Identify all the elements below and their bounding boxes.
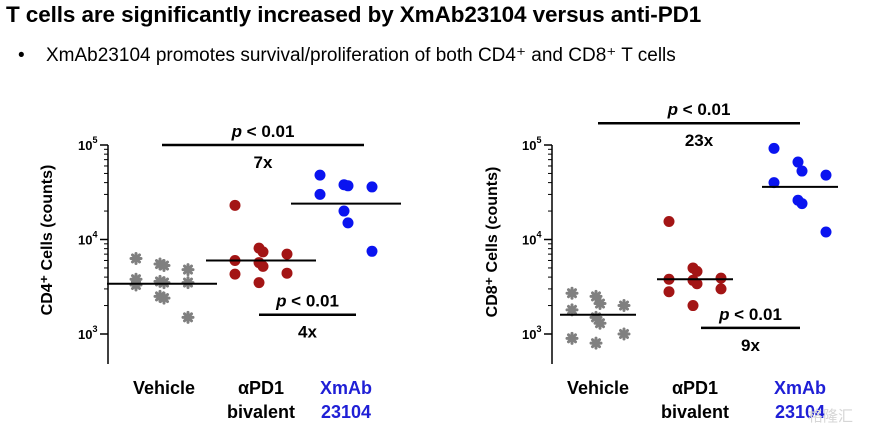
data-point xyxy=(342,180,354,192)
data-point xyxy=(617,327,631,341)
data-point xyxy=(181,310,195,324)
fold-change-label: 23x xyxy=(685,131,714,150)
data-point xyxy=(589,336,603,350)
data-point xyxy=(153,289,167,303)
chart-1: 103 104 105 CD4⁺ Cells (counts) Vehicle αPD1 b… xyxy=(39,122,401,422)
data-point xyxy=(593,316,607,330)
y-tick-label: 104 xyxy=(78,230,97,248)
data-point xyxy=(181,263,195,277)
data-point xyxy=(820,226,832,238)
data-point xyxy=(589,289,603,303)
data-point xyxy=(338,205,350,217)
y-tick-label: 103 xyxy=(522,324,541,342)
data-point xyxy=(687,300,699,312)
data-point xyxy=(281,248,293,260)
data-point xyxy=(314,169,326,181)
data-point xyxy=(691,278,703,290)
data-point xyxy=(565,303,579,317)
data-point xyxy=(589,310,603,324)
data-point xyxy=(366,245,378,257)
data-point xyxy=(691,265,703,277)
data-point xyxy=(820,169,832,181)
watermark-text: 格隆汇 xyxy=(808,408,854,425)
p-value-label: p < 0.01 xyxy=(275,292,339,311)
fold-change-label: 4x xyxy=(298,323,317,342)
data-point xyxy=(129,251,143,265)
p-value-label: p < 0.01 xyxy=(718,305,782,324)
data-point xyxy=(617,299,631,313)
data-point xyxy=(257,246,269,258)
slide-title: T cells are significantly increased by X… xyxy=(6,2,702,27)
bullet-text: XmAb23104 promotes survival/proliferatio… xyxy=(46,45,676,66)
x-category-label-line2: 23104 xyxy=(775,402,825,422)
fold-change-label: 9x xyxy=(741,336,760,355)
y-axis-label: CD4⁺ Cells (counts) xyxy=(39,165,56,316)
y-tick-label: 104 xyxy=(522,230,541,248)
data-point xyxy=(342,217,354,229)
data-point xyxy=(565,331,579,345)
data-point xyxy=(768,177,780,189)
x-category-label: Vehicle xyxy=(567,378,629,398)
data-point xyxy=(229,268,241,280)
data-point xyxy=(229,199,241,211)
data-point xyxy=(281,267,293,279)
data-point xyxy=(157,276,171,290)
data-point xyxy=(768,142,780,154)
x-category-label: Vehicle xyxy=(133,378,195,398)
data-point xyxy=(663,216,675,228)
data-point xyxy=(153,257,167,271)
data-point xyxy=(257,260,269,272)
data-point xyxy=(796,198,808,210)
data-point xyxy=(565,286,579,300)
bullet-symbol: • xyxy=(18,45,25,66)
data-point xyxy=(157,291,171,305)
y-tick-label: 103 xyxy=(78,324,97,342)
data-point xyxy=(796,165,808,177)
y-tick-label: 105 xyxy=(522,135,541,153)
x-category-label-line2: bivalent xyxy=(661,402,729,422)
data-point xyxy=(792,156,804,168)
data-point xyxy=(253,277,265,289)
data-point xyxy=(366,181,378,193)
y-tick-label: 105 xyxy=(78,135,97,153)
bullet-point: • XmAb23104 promotes survival/proliferati… xyxy=(18,44,676,67)
fold-change-label: 7x xyxy=(254,153,273,172)
p-value-label: p < 0.01 xyxy=(231,122,295,141)
y-axis-label: CD8⁺ Cells (counts) xyxy=(484,167,501,318)
data-point xyxy=(129,278,143,292)
data-point xyxy=(181,276,195,290)
p-value-label: p < 0.01 xyxy=(667,100,731,119)
x-category-label: αPD1 xyxy=(238,378,284,398)
data-point xyxy=(663,286,675,298)
x-category-label-line2: 23104 xyxy=(321,402,371,422)
data-point xyxy=(314,188,326,200)
x-category-label: XmAb xyxy=(320,378,372,398)
x-category-label: XmAb xyxy=(774,378,826,398)
data-point xyxy=(715,272,727,284)
chart-2: 103 104 105 CD8⁺ Cells (counts) Vehicle αPD1 b… xyxy=(484,100,838,422)
data-point xyxy=(715,283,727,295)
data-point xyxy=(157,259,171,273)
x-category-label-line2: bivalent xyxy=(227,402,295,422)
x-category-label: αPD1 xyxy=(672,378,718,398)
data-point xyxy=(593,297,607,311)
